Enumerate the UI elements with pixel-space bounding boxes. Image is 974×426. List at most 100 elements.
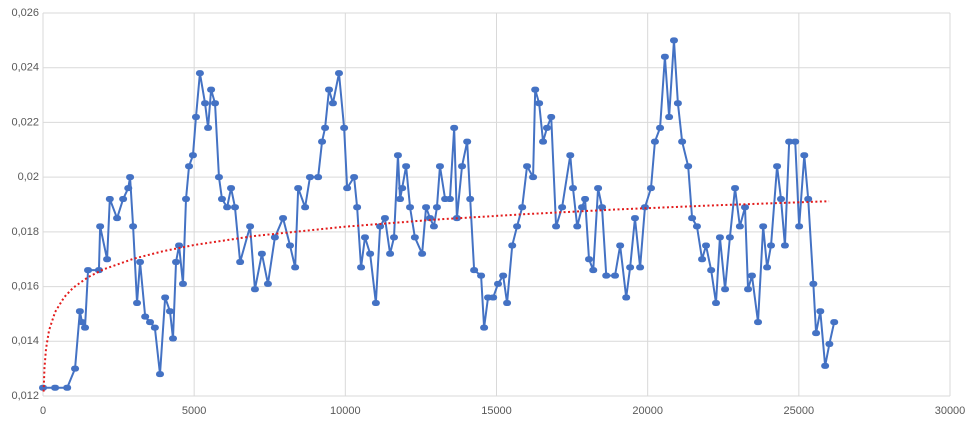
- data-point: [573, 223, 582, 230]
- data-point: [503, 299, 512, 306]
- data-point: [301, 204, 310, 211]
- data-point: [380, 215, 389, 222]
- data-point: [343, 185, 352, 192]
- data-point: [523, 163, 532, 170]
- y-tick-label: 0,014: [11, 335, 39, 347]
- data-point: [214, 174, 223, 181]
- data-point: [432, 204, 441, 211]
- data-point: [136, 258, 145, 265]
- data-point: [741, 204, 750, 211]
- data-point: [636, 264, 645, 271]
- data-point: [191, 113, 200, 120]
- data-point: [711, 299, 720, 306]
- data-point: [357, 264, 366, 271]
- data-point: [321, 124, 330, 131]
- data-point: [156, 371, 165, 378]
- data-point: [791, 138, 800, 145]
- data-point: [776, 196, 785, 203]
- data-point: [230, 204, 239, 211]
- y-tick-label: 0,026: [11, 7, 39, 19]
- data-point: [360, 234, 369, 241]
- data-point: [291, 264, 300, 271]
- data-point: [386, 250, 395, 257]
- data-point: [759, 223, 768, 230]
- data-point: [328, 100, 337, 107]
- data-point: [169, 335, 178, 342]
- data-point: [707, 267, 716, 274]
- series-line: [43, 39, 836, 389]
- data-point: [201, 100, 210, 107]
- data-point: [84, 267, 93, 274]
- data-point: [211, 100, 220, 107]
- data-point: [747, 272, 756, 279]
- data-point: [236, 258, 245, 265]
- data-point: [450, 124, 459, 131]
- data-point: [223, 204, 232, 211]
- data-point: [480, 324, 489, 331]
- y-tick-label: 0,012: [11, 390, 39, 402]
- data-point: [63, 384, 72, 391]
- data-point: [812, 330, 821, 337]
- data-point: [489, 294, 498, 301]
- data-point: [542, 124, 551, 131]
- data-point: [589, 267, 598, 274]
- data-point: [435, 163, 444, 170]
- data-point: [646, 185, 655, 192]
- y-tick-label: 0,018: [11, 226, 39, 238]
- data-point: [566, 152, 575, 159]
- data-point: [626, 264, 635, 271]
- data-point: [809, 280, 818, 287]
- data-point: [698, 256, 707, 263]
- data-point: [402, 163, 411, 170]
- data-point: [105, 196, 114, 203]
- data-point: [463, 138, 472, 145]
- data-point: [182, 196, 191, 203]
- data-point: [406, 204, 415, 211]
- data-point: [418, 250, 427, 257]
- data-point: [279, 215, 288, 222]
- data-point: [470, 267, 479, 274]
- data-point: [133, 299, 142, 306]
- data-point: [673, 100, 682, 107]
- data-point: [780, 242, 789, 249]
- data-point: [529, 174, 538, 181]
- data-point: [744, 286, 753, 293]
- data-point: [165, 308, 174, 315]
- data-point: [458, 163, 467, 170]
- data-point: [161, 294, 170, 301]
- y-tick-label: 0,022: [11, 116, 39, 128]
- data-point: [376, 223, 385, 230]
- data-point: [735, 223, 744, 230]
- data-point: [630, 215, 639, 222]
- data-point: [800, 152, 809, 159]
- data-point: [396, 196, 405, 203]
- data-point: [731, 185, 740, 192]
- data-point: [598, 204, 607, 211]
- x-tick-label: 15000: [481, 405, 512, 417]
- data-point: [785, 138, 794, 145]
- data-point: [513, 223, 522, 230]
- data-point: [81, 324, 90, 331]
- data-point: [616, 242, 625, 249]
- x-tick-label: 5000: [182, 405, 206, 417]
- data-point: [113, 215, 122, 222]
- data-point: [594, 185, 603, 192]
- data-point: [445, 196, 454, 203]
- data-point: [622, 294, 631, 301]
- data-point: [692, 223, 701, 230]
- data-point: [660, 53, 669, 60]
- data-point: [246, 223, 255, 230]
- data-point: [334, 70, 343, 77]
- data-point: [263, 280, 272, 287]
- data-point: [71, 365, 80, 372]
- data-point: [602, 272, 611, 279]
- data-point: [425, 215, 434, 222]
- data-point: [531, 86, 540, 93]
- data-point: [75, 308, 84, 315]
- x-tick-label: 0: [40, 405, 46, 417]
- data-point: [650, 138, 659, 145]
- data-point: [547, 113, 556, 120]
- data-point: [552, 223, 561, 230]
- x-tick-label: 10000: [330, 405, 361, 417]
